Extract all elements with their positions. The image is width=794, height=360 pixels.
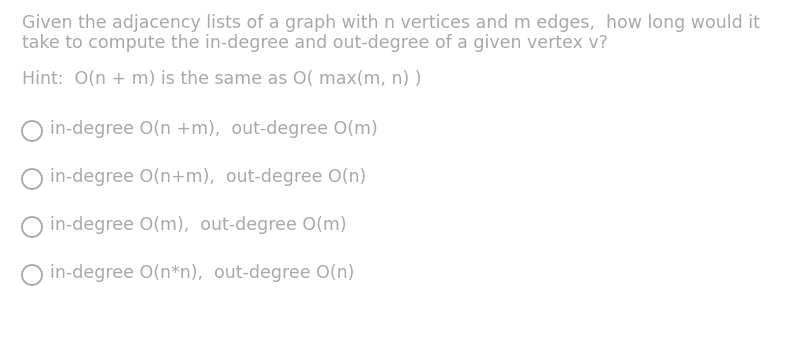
Text: Hint:  O(n + m) is the same as O( max(m, n) ): Hint: O(n + m) is the same as O( max(m, … [22, 70, 422, 88]
Text: take to compute the in-degree and out-degree of a given vertex v?: take to compute the in-degree and out-de… [22, 34, 608, 52]
Text: Given the adjacency lists of a graph with n vertices and m edges,  how long woul: Given the adjacency lists of a graph wit… [22, 14, 760, 32]
Text: in-degree O(m),  out-degree O(m): in-degree O(m), out-degree O(m) [50, 216, 347, 234]
Text: in-degree O(n*n),  out-degree O(n): in-degree O(n*n), out-degree O(n) [50, 264, 354, 282]
Text: in-degree O(n +m),  out-degree O(m): in-degree O(n +m), out-degree O(m) [50, 120, 378, 138]
Text: in-degree O(n+m),  out-degree O(n): in-degree O(n+m), out-degree O(n) [50, 168, 366, 186]
